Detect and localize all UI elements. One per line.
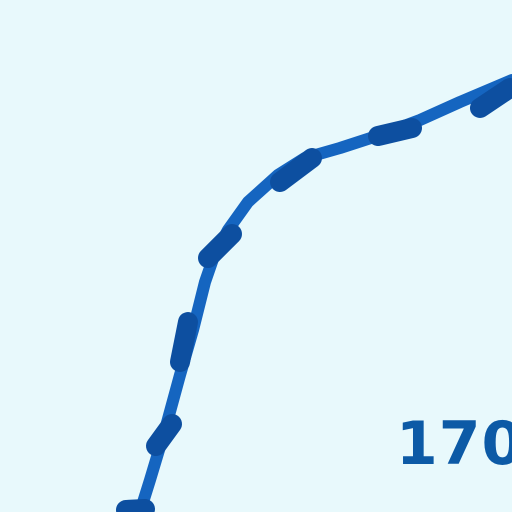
route-dash — [368, 118, 422, 146]
elevation-label: 1700 — [396, 409, 512, 479]
route-dash — [170, 312, 198, 372]
route-dash — [470, 78, 512, 118]
route-dash — [116, 499, 155, 512]
route-dash — [198, 224, 242, 268]
route-dash — [270, 148, 322, 192]
route-dash — [146, 414, 182, 456]
